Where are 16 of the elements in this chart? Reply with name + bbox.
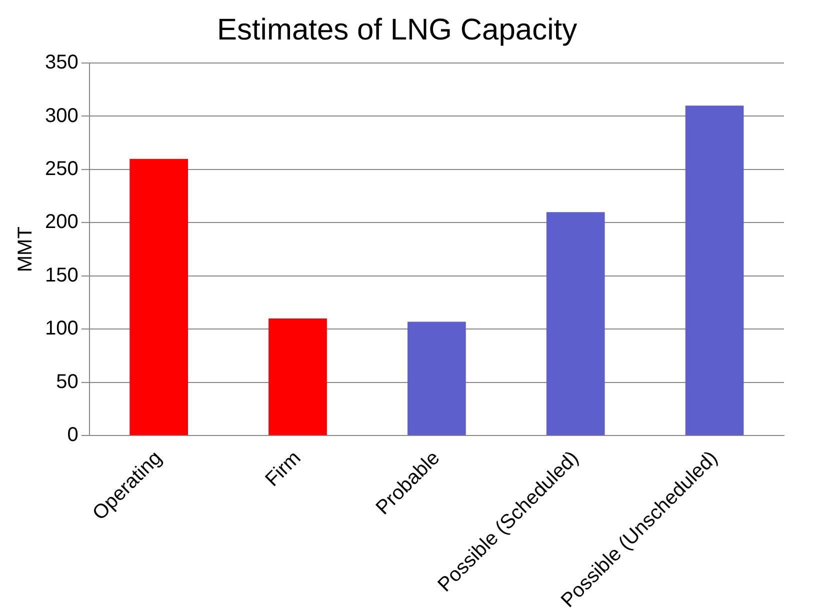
bar — [546, 212, 605, 436]
y-tick-label: 50 — [56, 370, 78, 393]
bar — [268, 318, 327, 436]
y-tick-label: 300 — [44, 104, 78, 127]
y-tick-label: 250 — [44, 158, 78, 180]
y-tick-label: 200 — [44, 211, 78, 234]
bar — [408, 322, 466, 436]
x-tick-label: Firm — [261, 447, 306, 491]
bar — [130, 158, 188, 436]
chart-title: Estimates of LNG Capacity — [216, 13, 578, 46]
y-tick-label: 0 — [67, 424, 78, 446]
y-tick-label: 350 — [44, 52, 78, 74]
y-tick-label: 150 — [44, 264, 78, 286]
bar — [685, 106, 744, 436]
y-tick-label: 100 — [44, 318, 78, 340]
y-axis-title: MMT — [14, 226, 37, 272]
